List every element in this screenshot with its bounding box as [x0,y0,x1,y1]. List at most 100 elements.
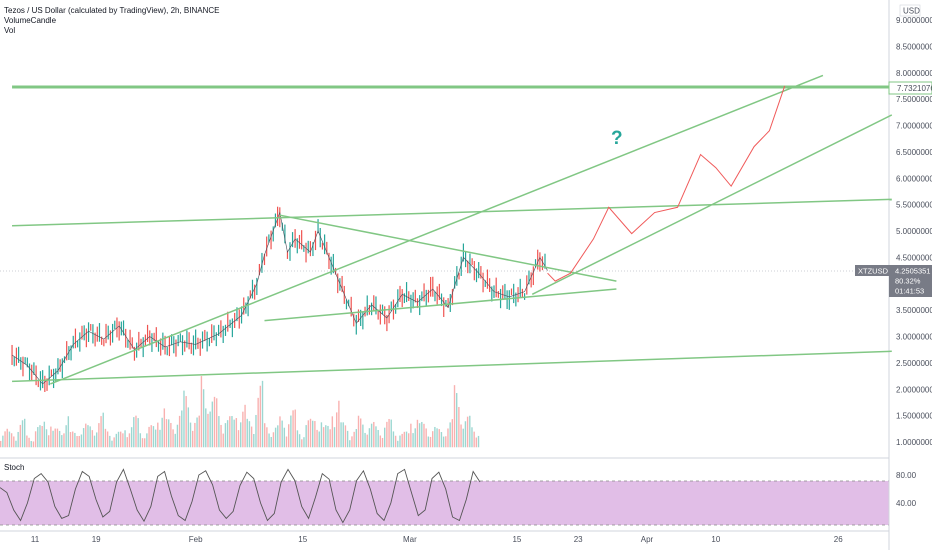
volume-bar [205,408,207,448]
level-badge-text: 7.7321076 [897,84,932,93]
volume-bar [196,417,198,448]
price-tick-label: 2.5000000 [896,359,932,368]
volume-bar [87,425,89,448]
volume-bar [366,434,368,448]
price-tick-label: 5.5000000 [896,201,932,210]
volume-bar [178,415,181,448]
price-tick-label: 3.0000000 [896,333,932,342]
volume-bar [307,420,310,448]
volume-bar [43,421,46,448]
volume-bar [194,422,196,448]
volume-bar [187,407,190,448]
volume-bar [250,426,253,448]
volume-bar [266,427,268,448]
price-tick-label: 4.5000000 [896,253,932,262]
volume-bar [122,433,124,448]
volume-bar [331,416,334,448]
volume-bar [41,425,43,448]
volume-bar [327,425,329,448]
volume-bar [344,425,347,448]
volume-bar [104,428,107,448]
trendline-support-flat[interactable] [12,350,892,383]
volume-bar [168,419,170,448]
volume-bar [438,429,440,448]
volume-bar [198,415,200,448]
volume-bar [76,436,78,448]
volume-bar [301,439,303,448]
volume-bar [120,431,122,448]
volume-bar [139,433,142,448]
volume-bar [115,433,118,448]
volume-bar [152,426,155,448]
volume-bars [0,376,480,448]
stoch-line [0,468,481,524]
price-axis[interactable]: 9.0000000 8.5000000 8.0000000 7.5000000 7.00… [896,16,932,447]
projection-path[interactable] [547,85,786,282]
stoch-legend[interactable]: Stoch [4,463,25,472]
volume-bar [445,436,447,448]
volume-bar [421,421,423,448]
volume-bar [126,437,128,448]
volume-bar [399,435,401,448]
volume-bar [290,415,292,448]
volume-bar [15,440,17,448]
trendline-resistance-flat[interactable] [12,198,892,227]
volume-bar [346,430,349,448]
volume-bar [397,440,399,448]
price-tick-label: 8.5000000 [896,42,932,51]
price-tick-label: 9.0000000 [896,16,932,25]
volume-bar [429,436,432,448]
volume-bar [170,422,172,448]
volume-bar [63,433,65,448]
volume-bar [85,423,87,448]
currency-box[interactable] [899,4,921,17]
volume-bar [82,428,85,448]
volume-bar [257,397,259,448]
volume-bar [6,428,8,448]
volume-bar [460,424,462,448]
price-tick-label: 3.5000000 [896,306,932,315]
volume-bar [325,425,327,448]
volume-bar [434,426,436,448]
volume-bar [272,432,275,448]
volume-bar [314,421,316,448]
time-tick-label: 15 [298,535,307,544]
volume-bar [61,435,63,448]
legend-indicator-volumecandle[interactable]: VolumeCandle [4,16,57,25]
volume-bar [259,385,262,448]
volume-bar [285,436,288,448]
time-tick-label: 23 [574,535,583,544]
volume-bar [67,416,70,448]
volume-bar [231,416,233,448]
volume-bar [240,422,242,448]
volume-bar [340,422,342,448]
volume-bar [277,425,279,448]
legend-indicator-vol[interactable]: Vol [4,26,16,35]
price-badge [889,265,932,297]
volume-bar [34,431,37,448]
volume-bar [213,396,216,448]
time-tick-label: 26 [834,535,843,544]
trendline-channel-inner[interactable] [50,74,824,385]
legend-title[interactable]: Tezos / US Dollar (calculated by Trading… [4,6,220,15]
volume-bar [379,435,382,448]
volume-bar [161,417,163,448]
time-tick-label: Apr [641,535,654,544]
volume-bar [373,421,375,448]
volume-bar [270,436,272,448]
time-axis[interactable]: 11 19 Feb 15 Mar 15 23 Apr 10 26 [31,535,843,544]
trendline-channel-outer[interactable] [531,114,893,295]
trendline-wedge-lower[interactable] [264,288,617,322]
symbol-badge-text: XTZUSD [858,267,889,276]
volume-bar [449,422,451,448]
question-mark-annotation[interactable]: ? [611,128,623,149]
volume-bar [462,428,464,448]
volume-bar [150,425,152,448]
volume-bar [375,426,377,448]
volume-bar [416,419,419,448]
trendline-wedge-upper[interactable] [279,214,617,282]
price-tick-label: 7.0000000 [896,122,932,131]
volume-bar [401,433,403,448]
trendlines[interactable] [12,74,893,385]
